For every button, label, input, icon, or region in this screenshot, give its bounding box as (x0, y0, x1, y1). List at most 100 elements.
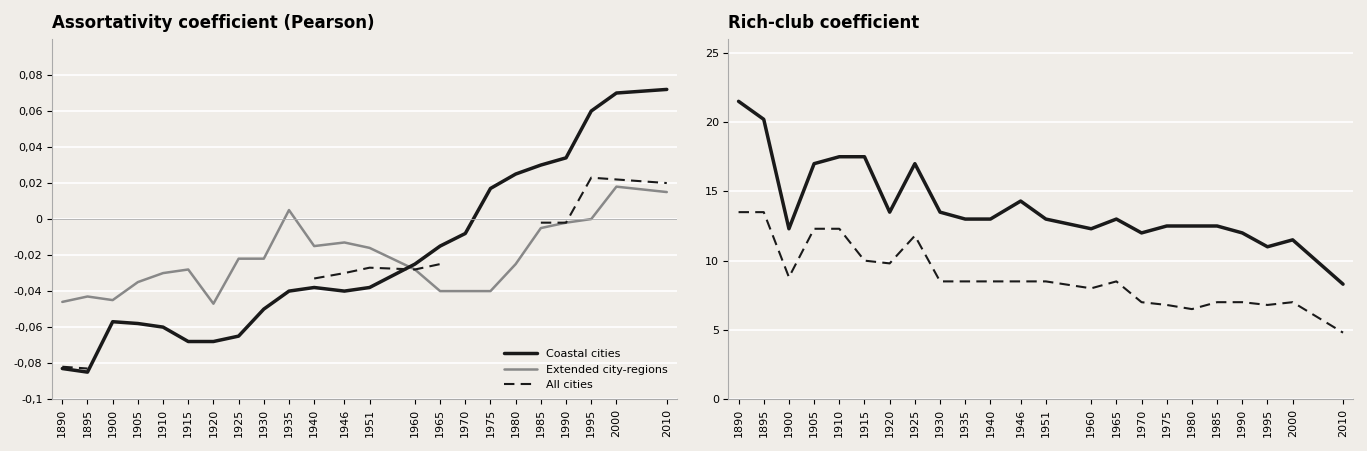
All cities (55, 364, 71, 369)
Coastal cities (55, 366, 71, 371)
Coastal cities (932, 209, 949, 215)
All cities (1083, 285, 1099, 291)
Line: All cities: All cities (738, 212, 1342, 333)
Coastal cities (483, 186, 499, 191)
All cities (856, 258, 872, 263)
Coastal cities (582, 108, 599, 114)
All cities (1133, 299, 1150, 305)
Coastal cities (807, 161, 823, 166)
Coastal cities (507, 171, 524, 177)
All cities (781, 275, 797, 280)
Coastal cities (756, 117, 772, 122)
Coastal cities (457, 231, 473, 236)
Coastal cities (1184, 223, 1200, 229)
Coastal cities (1158, 223, 1174, 229)
Coastal cities (781, 226, 797, 231)
Coastal cities (659, 87, 675, 92)
Coastal cities (730, 99, 746, 104)
Text: Rich-club coefficient: Rich-club coefficient (729, 14, 920, 32)
Coastal cities (1285, 237, 1301, 243)
Coastal cities (608, 90, 625, 96)
Coastal cities (256, 306, 272, 312)
All cities (957, 279, 973, 284)
Line: All cities: All cities (63, 367, 87, 368)
Coastal cities (1083, 226, 1099, 231)
All cities (831, 226, 848, 231)
Coastal cities (856, 154, 872, 160)
Extended city-regions (104, 297, 120, 303)
All cities (79, 366, 96, 371)
Coastal cities (906, 161, 923, 166)
Extended city-regions (457, 288, 473, 294)
All cities (1158, 302, 1174, 308)
Line: Extended city-regions: Extended city-regions (63, 187, 667, 304)
All cities (906, 233, 923, 239)
Extended city-regions (558, 220, 574, 226)
All cities (983, 279, 999, 284)
Extended city-regions (432, 288, 448, 294)
Line: Coastal cities: Coastal cities (738, 101, 1342, 284)
Coastal cities (831, 154, 848, 160)
Extended city-regions (231, 256, 247, 262)
Coastal cities (104, 319, 120, 324)
Coastal cities (983, 216, 999, 222)
Extended city-regions (55, 299, 71, 304)
All cities (1234, 299, 1251, 305)
All cities (1285, 299, 1301, 305)
Extended city-regions (280, 207, 297, 213)
Coastal cities (957, 216, 973, 222)
Coastal cities (180, 339, 197, 344)
Extended city-regions (180, 267, 197, 272)
Coastal cities (1038, 216, 1054, 222)
All cities (1334, 330, 1351, 336)
All cities (1184, 306, 1200, 312)
All cities (1013, 279, 1029, 284)
All cities (1109, 279, 1125, 284)
All cities (882, 261, 898, 266)
Coastal cities (1259, 244, 1275, 249)
All cities (756, 209, 772, 215)
Coastal cities (280, 288, 297, 294)
Coastal cities (407, 262, 424, 267)
Text: Assortativity coefficient (Pearson): Assortativity coefficient (Pearson) (52, 14, 375, 32)
Extended city-regions (306, 244, 323, 249)
Extended city-regions (407, 267, 424, 272)
Coastal cities (432, 244, 448, 249)
Coastal cities (130, 321, 146, 326)
Extended city-regions (130, 279, 146, 285)
All cities (932, 279, 949, 284)
Coastal cities (306, 285, 323, 290)
Coastal cities (1208, 223, 1225, 229)
All cities (1208, 299, 1225, 305)
Legend: Coastal cities, Extended city-regions, All cities: Coastal cities, Extended city-regions, A… (500, 346, 671, 394)
Coastal cities (79, 369, 96, 375)
All cities (807, 226, 823, 231)
Coastal cities (205, 339, 221, 344)
All cities (1038, 279, 1054, 284)
All cities (1259, 302, 1275, 308)
Extended city-regions (659, 189, 675, 195)
Extended city-regions (483, 288, 499, 294)
Coastal cities (1133, 230, 1150, 235)
Extended city-regions (361, 245, 377, 251)
Extended city-regions (79, 294, 96, 299)
Extended city-regions (533, 226, 550, 231)
Coastal cities (558, 155, 574, 161)
Coastal cities (1334, 281, 1351, 287)
Coastal cities (1109, 216, 1125, 222)
All cities (730, 209, 746, 215)
Coastal cities (1234, 230, 1251, 235)
Extended city-regions (608, 184, 625, 189)
Coastal cities (231, 333, 247, 339)
Extended city-regions (256, 256, 272, 262)
Coastal cities (361, 285, 377, 290)
Line: Coastal cities: Coastal cities (63, 89, 667, 372)
Extended city-regions (154, 271, 171, 276)
Coastal cities (533, 162, 550, 168)
Extended city-regions (336, 240, 353, 245)
Extended city-regions (507, 262, 524, 267)
Coastal cities (336, 288, 353, 294)
Extended city-regions (582, 216, 599, 222)
Coastal cities (882, 209, 898, 215)
Coastal cities (154, 324, 171, 330)
